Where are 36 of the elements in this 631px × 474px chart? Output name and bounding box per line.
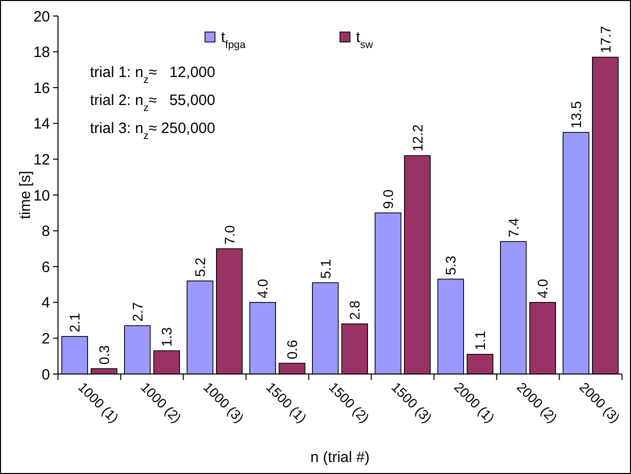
y-tick-label: 8 [42, 223, 50, 240]
y-tick-label: 14 [33, 116, 50, 133]
text: 2.1 [66, 312, 83, 332]
annotation: trial 1: n$_{z}$≈ 12,000 [90, 64, 216, 86]
text: 5.2 [192, 257, 208, 277]
annotation: trial 2: n$_{z}$≈ 55,000 [90, 92, 216, 114]
text: 5.1 [317, 259, 334, 279]
y-axis-title: time [s] [17, 170, 34, 220]
legend-label: t$_{sw}$ [356, 29, 374, 51]
y-tick-label: 12 [33, 151, 50, 168]
text: 4.0 [254, 278, 271, 298]
text: 13.5 [568, 101, 584, 128]
text: 1.3 [158, 327, 175, 347]
legend-label: t$_{fpga}$ [221, 29, 246, 51]
y-tick-label: 10 [33, 187, 50, 204]
text: 17.7 [597, 26, 614, 54]
text: 0.6 [284, 340, 300, 360]
text: 2.7 [129, 302, 146, 322]
text: 12.2 [409, 124, 426, 152]
text: 4.0 [534, 278, 551, 298]
y-tick-label: 6 [42, 258, 50, 276]
y-tick-label: 16 [33, 80, 50, 97]
y-tick-label: 20 [33, 8, 50, 26]
x-axis-title: n (trial #) [310, 449, 370, 466]
text: 0.3 [96, 345, 112, 365]
text: 5.3 [442, 256, 459, 276]
text: 7.0 [221, 225, 238, 245]
y-tick-label: 18 [33, 44, 50, 62]
text: 9.0 [380, 189, 396, 209]
text: 1.1 [472, 330, 488, 350]
text: 2.8 [346, 300, 363, 320]
text: 7.4 [505, 218, 522, 238]
y-tick-label: 4 [42, 294, 50, 312]
y-tick-label: 0 [42, 366, 50, 384]
y-tick-label: 2 [42, 330, 50, 348]
annotation: trial 3: n$_{z}$≈ 250,000 [90, 120, 216, 142]
